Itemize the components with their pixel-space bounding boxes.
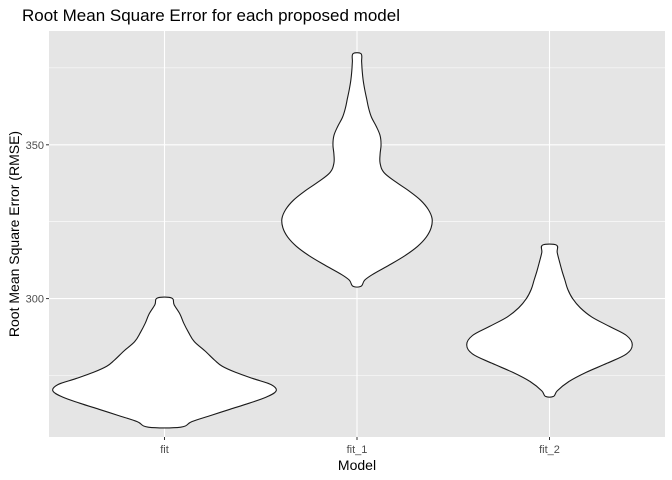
y-axis-title: Root Mean Square Error (RMSE) <box>6 131 22 337</box>
violins <box>52 52 633 429</box>
x-tick-label: fit_1 <box>347 444 368 456</box>
y-tick-label: 350 <box>26 140 44 152</box>
x-tick-label: fit_2 <box>539 444 560 456</box>
x-tick-label: fit <box>160 444 169 456</box>
y-tick-label: 300 <box>26 294 44 306</box>
violin-fit <box>52 296 277 429</box>
x-axis: fit fit_1 fit_2 <box>160 437 560 456</box>
y-axis: 300 350 <box>26 140 49 306</box>
x-axis-title: Model <box>338 457 376 473</box>
violin-fit-1 <box>281 52 433 288</box>
violin-fit-2 <box>466 243 633 398</box>
chart-title: Root Mean Square Error for each proposed… <box>22 6 400 25</box>
